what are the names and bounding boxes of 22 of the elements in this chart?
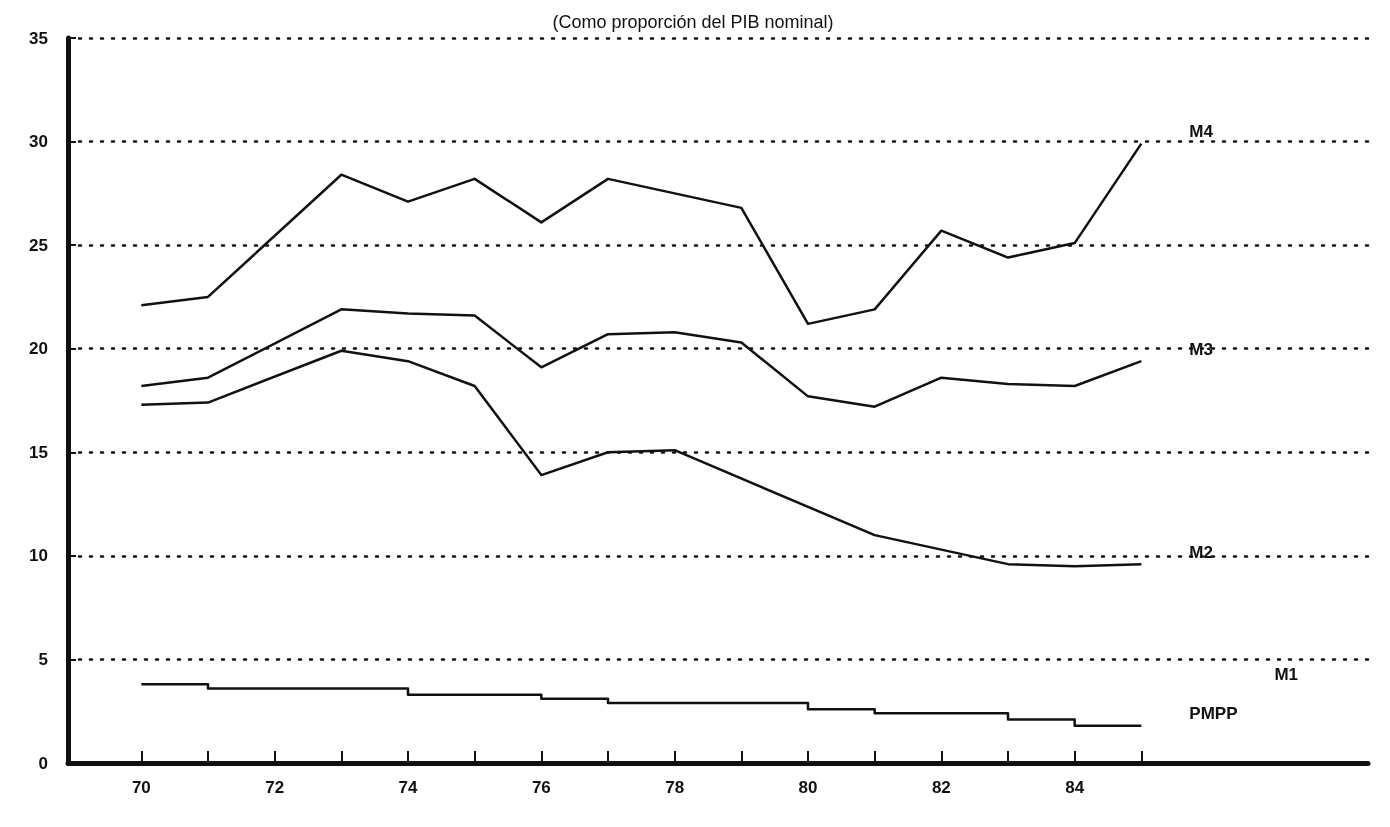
y-tick-label: 0 [38,753,48,773]
x-tick-label: 82 [931,778,951,797]
y-tick-label: 25 [29,235,48,255]
x-tick-label: 84 [1065,778,1085,797]
x-tick-label: 72 [265,778,285,797]
y-tick-label: 10 [29,546,48,566]
chart-title: (Como proporción del PIB nominal) [552,12,834,32]
y-tick-label: 20 [29,339,48,359]
x-tick-label: 74 [398,778,418,797]
x-tick-label: 76 [531,778,551,797]
x-tick-label: 78 [665,778,685,797]
y-tick-label: 15 [29,442,48,462]
x-tick-label: 70 [131,778,151,797]
text: M4 [1189,122,1214,142]
x-tick-label: 80 [798,778,818,797]
y-tick-label: 35 [29,28,48,48]
y-tick-label: 5 [38,649,48,669]
text: M2 [1189,542,1213,562]
y-tick-label: 30 [29,132,48,152]
annotation: M1 [1274,665,1299,684]
text: PMPP [1189,704,1238,724]
text: M3 [1189,339,1213,359]
